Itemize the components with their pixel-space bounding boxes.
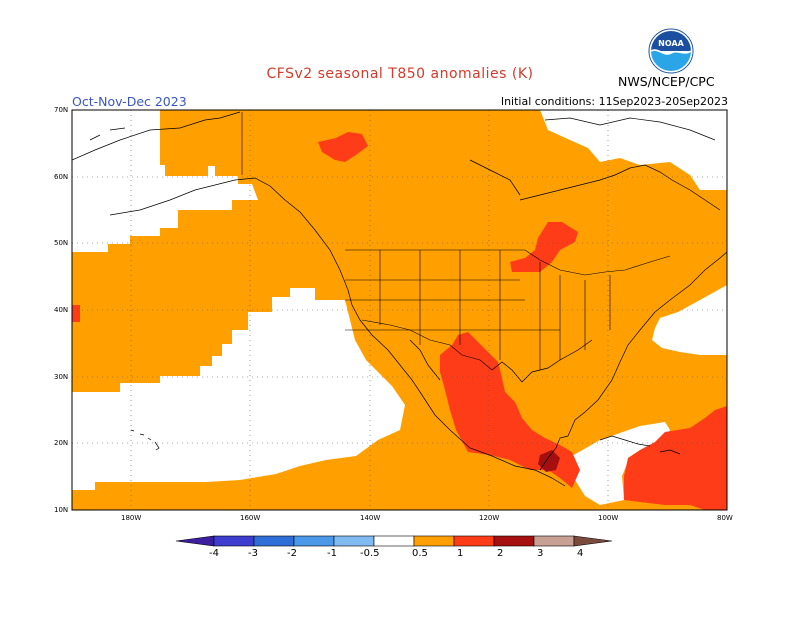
colorbar-label: 1 <box>457 548 464 559</box>
colorbar-label: -0.5 <box>360 548 380 559</box>
strong-anomaly-central-america <box>538 450 560 472</box>
colorbar-swatch <box>333 535 375 547</box>
season-label: Oct-Nov-Dec 2023 <box>72 94 187 109</box>
colorbar-swatch <box>413 535 455 547</box>
colorbar-label: -2 <box>287 548 297 559</box>
neutral-region-atlantic <box>652 285 727 355</box>
lat-label: 70N <box>54 106 69 114</box>
neutral-region-pacific <box>72 288 405 490</box>
lon-label: 100W <box>598 514 619 522</box>
logo-text: NOAA <box>658 39 684 48</box>
lon-label: 80W <box>717 514 733 522</box>
lat-label: 30N <box>54 373 69 381</box>
colorbar-swatch <box>453 535 495 547</box>
lon-label: 180W <box>121 514 142 522</box>
lat-label: 10N <box>54 506 69 514</box>
lon-label: 120W <box>479 514 500 522</box>
colorbar-swatch <box>213 535 255 547</box>
colorbar-swatch <box>293 535 335 547</box>
neutral-region-caribbean <box>565 422 670 505</box>
colorbar-swatch <box>253 535 295 547</box>
map-frame <box>71 109 728 511</box>
colorbar-swatch <box>373 535 415 547</box>
lon-label: 140W <box>360 514 381 522</box>
colorbar-label: 2 <box>497 548 504 559</box>
colorbar-arrow-left <box>175 535 215 547</box>
noaa-logo-icon <box>648 28 694 74</box>
chart-title: CFSv2 seasonal T850 anomalies (K) <box>266 66 534 82</box>
warm-anomaly-west-edge <box>72 305 80 322</box>
lat-label: 20N <box>54 439 69 447</box>
hawaii-islands <box>130 429 160 451</box>
borders <box>241 112 671 371</box>
colorbar-label: 0.5 <box>412 548 428 559</box>
graticule <box>72 110 727 510</box>
agency-label: NWS/NCEP/CPC <box>618 74 715 89</box>
lat-label: 40N <box>54 306 69 314</box>
warm-anomaly-canada-north <box>318 132 368 162</box>
colorbar-swatch <box>533 535 575 547</box>
lat-label: 60N <box>54 173 69 181</box>
warm-anomaly-mexico <box>440 332 580 488</box>
colorbar-arrow-right <box>573 535 613 547</box>
coastlines <box>72 111 727 487</box>
initial-conditions-label: Initial conditions: 11Sep2023-20Sep2023 <box>500 95 728 108</box>
neutral-region-arctic <box>540 110 727 190</box>
neutral-region-alaska <box>72 110 258 252</box>
colorbar <box>175 535 613 547</box>
warm-anomaly-great-lakes <box>510 222 578 272</box>
lat-label: 50N <box>54 239 69 247</box>
colorbar-label: 4 <box>577 548 584 559</box>
warm-anomaly-atlantic <box>624 406 727 510</box>
colorbar-label: -3 <box>248 548 258 559</box>
lon-label: 160W <box>240 514 261 522</box>
colorbar-swatch <box>493 535 535 547</box>
colorbar-label: -1 <box>327 548 337 559</box>
colorbar-label: 3 <box>537 548 544 559</box>
colorbar-label: -4 <box>209 548 219 559</box>
